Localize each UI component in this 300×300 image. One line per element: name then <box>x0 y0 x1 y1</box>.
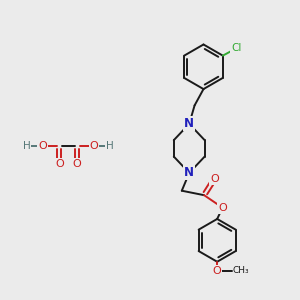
Text: H: H <box>23 140 31 151</box>
Text: O: O <box>73 159 82 169</box>
Text: H: H <box>106 140 114 151</box>
Text: O: O <box>213 266 221 276</box>
Text: Cl: Cl <box>231 43 242 53</box>
Text: CH₃: CH₃ <box>232 266 249 275</box>
Text: O: O <box>38 140 47 151</box>
Text: N: N <box>184 167 194 179</box>
Text: N: N <box>184 117 194 130</box>
Text: O: O <box>90 140 98 151</box>
Text: O: O <box>55 159 64 169</box>
Text: O: O <box>218 203 227 213</box>
Text: N: N <box>184 117 194 130</box>
Text: O: O <box>210 174 219 184</box>
